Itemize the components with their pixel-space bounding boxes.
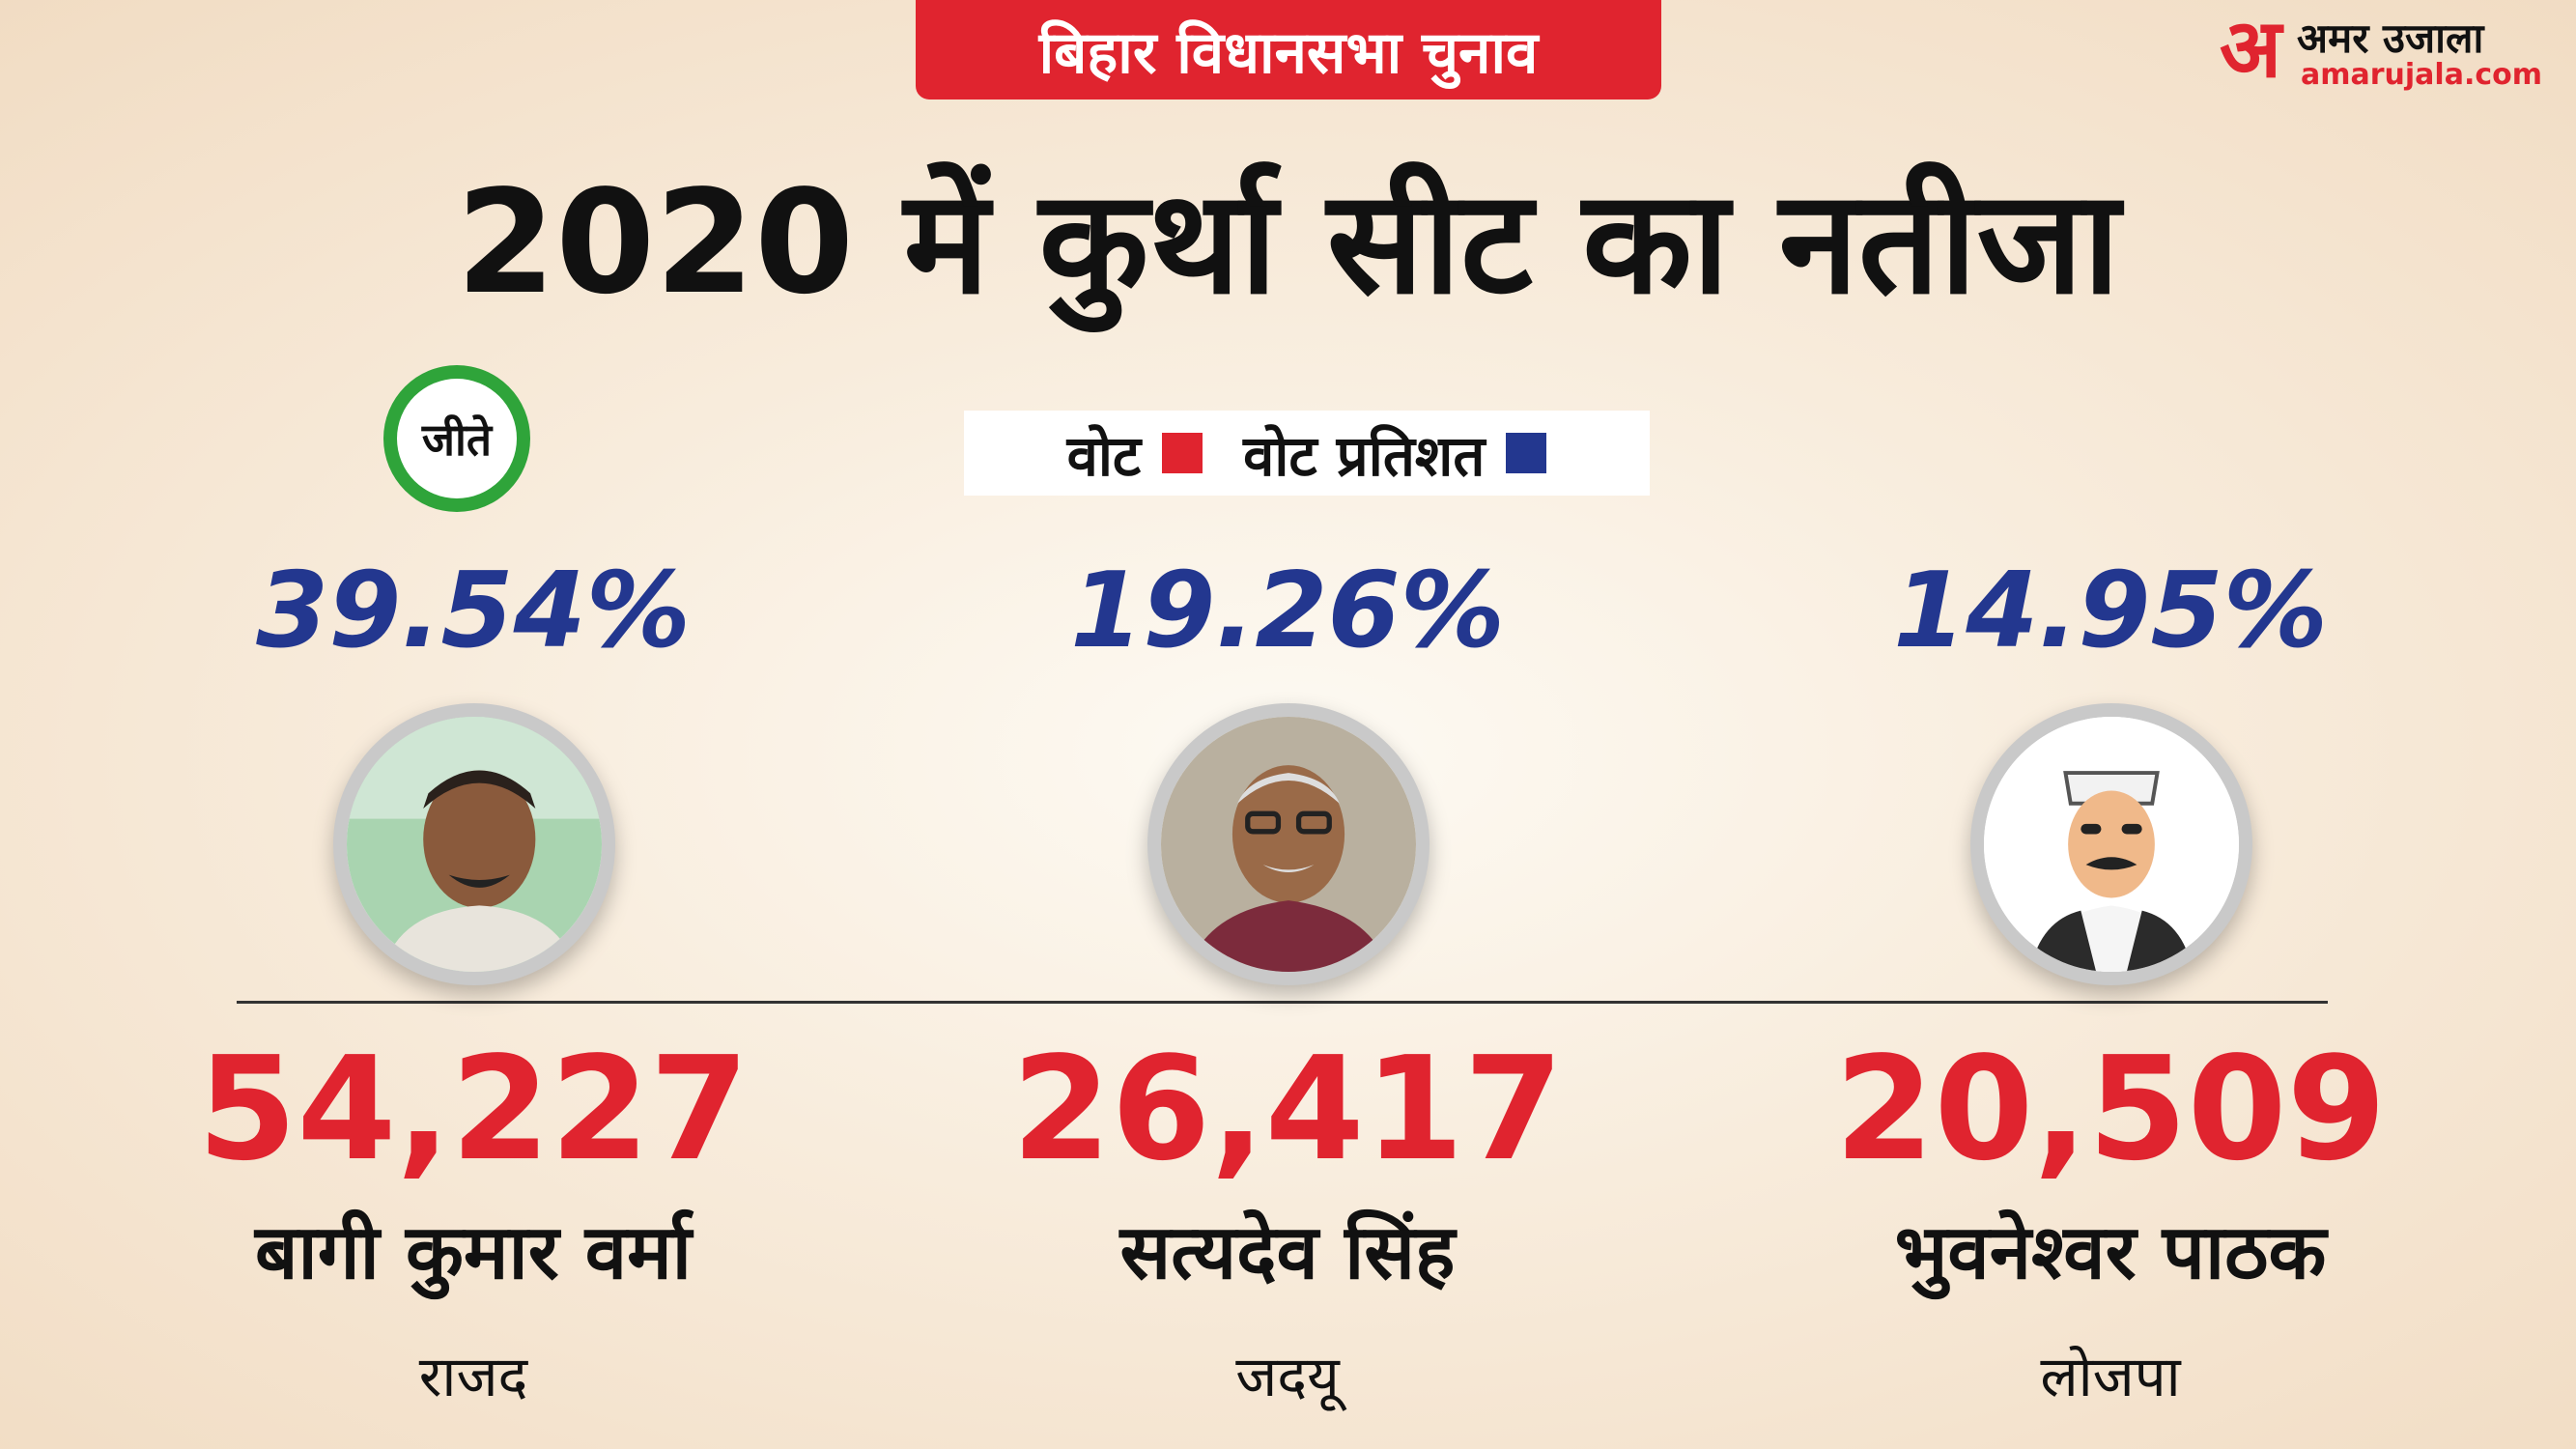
vote-count: 54,227	[197, 1026, 750, 1192]
brand-mark-icon: अ	[2219, 1, 2282, 96]
candidate-name: भुवनेश्वर पाठक	[1894, 1209, 2327, 1296]
vote-percent: 14.95%	[1893, 551, 2328, 671]
party-name: राजद	[418, 1344, 528, 1409]
legend-percent-swatch	[1506, 433, 1547, 473]
legend: वोट वोट प्रतिशत	[964, 411, 1650, 496]
legend-votes-label: वोट	[1066, 422, 1142, 489]
divider	[237, 1001, 2328, 1004]
winner-badge: जीते	[383, 365, 530, 512]
party-name: जदयू	[1235, 1344, 1340, 1409]
section-tag: बिहार विधानसभा चुनाव	[916, 0, 1661, 99]
page-title: 2020 में कुर्था सीट का नतीजा	[456, 159, 2120, 326]
candidate-photo-icon	[333, 703, 615, 985]
cartoon-avatar-icon	[1970, 703, 2252, 985]
vote-count: 20,509	[1834, 1026, 2387, 1192]
candidate-name: सत्यदेव सिंह	[1119, 1209, 1456, 1296]
candidate-card: 39.54% 54,227 बागी कुमार वर्मा राजद	[87, 0, 860, 1449]
vote-percent: 19.26%	[1070, 551, 1505, 671]
legend-votes-swatch	[1162, 433, 1203, 473]
vote-count: 26,417	[1011, 1026, 1564, 1192]
candidate-name: बागी कुमार वर्मा	[254, 1209, 693, 1296]
candidate-card: 19.26% 26,417 सत्यदेव सिंह जदयू	[901, 0, 1674, 1449]
winner-badge-label: जीते	[397, 379, 517, 498]
brand-url: amarujala.com	[2301, 58, 2543, 92]
legend-percent-label: वोट प्रतिशत	[1243, 422, 1486, 489]
party-name: लोजपा	[2040, 1344, 2181, 1409]
brand-name: अमर उजाला	[2297, 14, 2484, 62]
brand-logo: अ अमर उजाला amarujala.com	[2208, 2, 2565, 95]
vote-percent: 39.54%	[256, 551, 691, 671]
candidate-photo-icon	[1147, 703, 1430, 985]
candidate-card: 14.95% 20,509 भुवनेश्वर पाठक लोजपा	[1724, 0, 2497, 1449]
